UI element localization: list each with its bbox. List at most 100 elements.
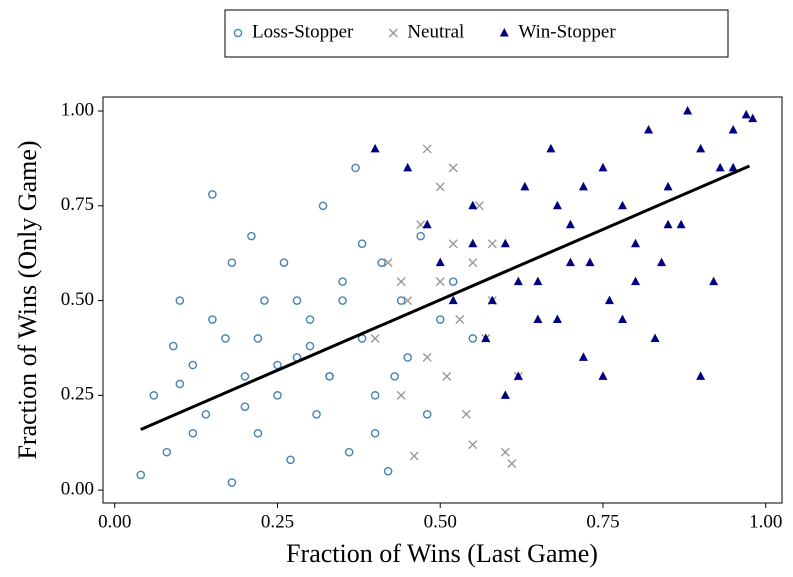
- y-tick-label: 0.00: [61, 478, 94, 499]
- point: [435, 182, 445, 192]
- point: [468, 238, 478, 248]
- point: [552, 314, 562, 324]
- point: [338, 296, 347, 305]
- point: [253, 334, 263, 343]
- point: [247, 231, 256, 241]
- point: [500, 447, 510, 457]
- point: [728, 124, 738, 134]
- legend-label: Win-Stopper: [518, 21, 616, 42]
- y-tick-label: 0.75: [61, 194, 94, 215]
- point: [748, 113, 758, 123]
- point: [728, 162, 738, 172]
- point: [409, 451, 419, 461]
- point: [657, 257, 667, 267]
- point: [468, 258, 478, 268]
- point: [565, 219, 575, 229]
- point: [351, 163, 360, 173]
- point: [578, 352, 588, 361]
- point: [286, 455, 295, 465]
- point: [370, 143, 380, 153]
- point: [338, 277, 347, 286]
- point: [487, 295, 497, 305]
- point: [709, 276, 719, 286]
- point: [396, 277, 406, 287]
- point: [618, 314, 628, 324]
- point: [663, 219, 673, 229]
- point: [604, 295, 614, 305]
- x-axis-title: Fraction of Wins (Last Game): [286, 539, 598, 568]
- point: [468, 334, 478, 343]
- point: [383, 258, 393, 268]
- point: [546, 143, 556, 153]
- point: [318, 201, 328, 211]
- point: [448, 277, 458, 286]
- point: [435, 315, 445, 324]
- point: [403, 296, 413, 306]
- point: [403, 353, 412, 362]
- legend-box: [224, 9, 729, 58]
- fit-line: [140, 164, 751, 431]
- legend-label: Neutral: [407, 21, 464, 42]
- point: [370, 391, 380, 400]
- x-tick-label: 0.50: [424, 511, 457, 532]
- point: [240, 402, 250, 412]
- point: [188, 428, 198, 438]
- point: [422, 352, 432, 362]
- point: [188, 360, 198, 370]
- x-tick-label: 0.25: [261, 511, 294, 532]
- point: [149, 391, 159, 400]
- point: [325, 372, 334, 381]
- point: [552, 200, 562, 210]
- legend-marker: [499, 28, 509, 37]
- point: [741, 109, 751, 119]
- point: [696, 143, 706, 153]
- x-tick-label: 0.00: [98, 511, 131, 532]
- point: [585, 257, 595, 267]
- y-axis-title: Fraction of Wins (Only Game): [13, 140, 42, 459]
- legend-label: Loss-Stopper: [252, 21, 354, 42]
- point: [533, 276, 543, 286]
- point: [448, 239, 458, 249]
- point: [533, 314, 543, 324]
- point: [175, 296, 185, 305]
- point: [273, 391, 282, 400]
- point: [422, 219, 432, 229]
- point: [169, 341, 178, 351]
- y-tick-label: 0.25: [61, 384, 94, 405]
- point: [370, 333, 380, 343]
- point: [500, 238, 510, 248]
- point: [162, 447, 172, 457]
- point: [435, 257, 445, 267]
- point: [481, 333, 491, 342]
- point: [370, 428, 380, 438]
- point: [565, 257, 575, 267]
- point: [383, 466, 393, 476]
- point: [513, 371, 523, 380]
- point: [403, 162, 413, 172]
- point: [468, 440, 478, 450]
- point: [201, 409, 211, 419]
- point: [644, 124, 654, 134]
- legend-marker: [388, 28, 398, 38]
- point: [227, 258, 237, 267]
- point: [676, 219, 686, 229]
- point: [598, 162, 608, 172]
- plot-frame: [102, 96, 783, 504]
- point: [578, 181, 588, 191]
- point: [468, 200, 478, 210]
- point: [520, 181, 530, 191]
- point: [357, 239, 367, 249]
- point: [448, 163, 458, 173]
- point: [507, 459, 517, 469]
- point: [221, 334, 230, 343]
- x-tick-label: 1.00: [749, 511, 782, 532]
- point: [631, 276, 641, 286]
- point: [279, 258, 289, 267]
- x-tick-label: 0.75: [586, 511, 619, 532]
- point: [344, 447, 354, 457]
- point: [396, 296, 406, 305]
- point: [683, 106, 693, 115]
- point: [292, 296, 302, 305]
- point: [513, 276, 523, 286]
